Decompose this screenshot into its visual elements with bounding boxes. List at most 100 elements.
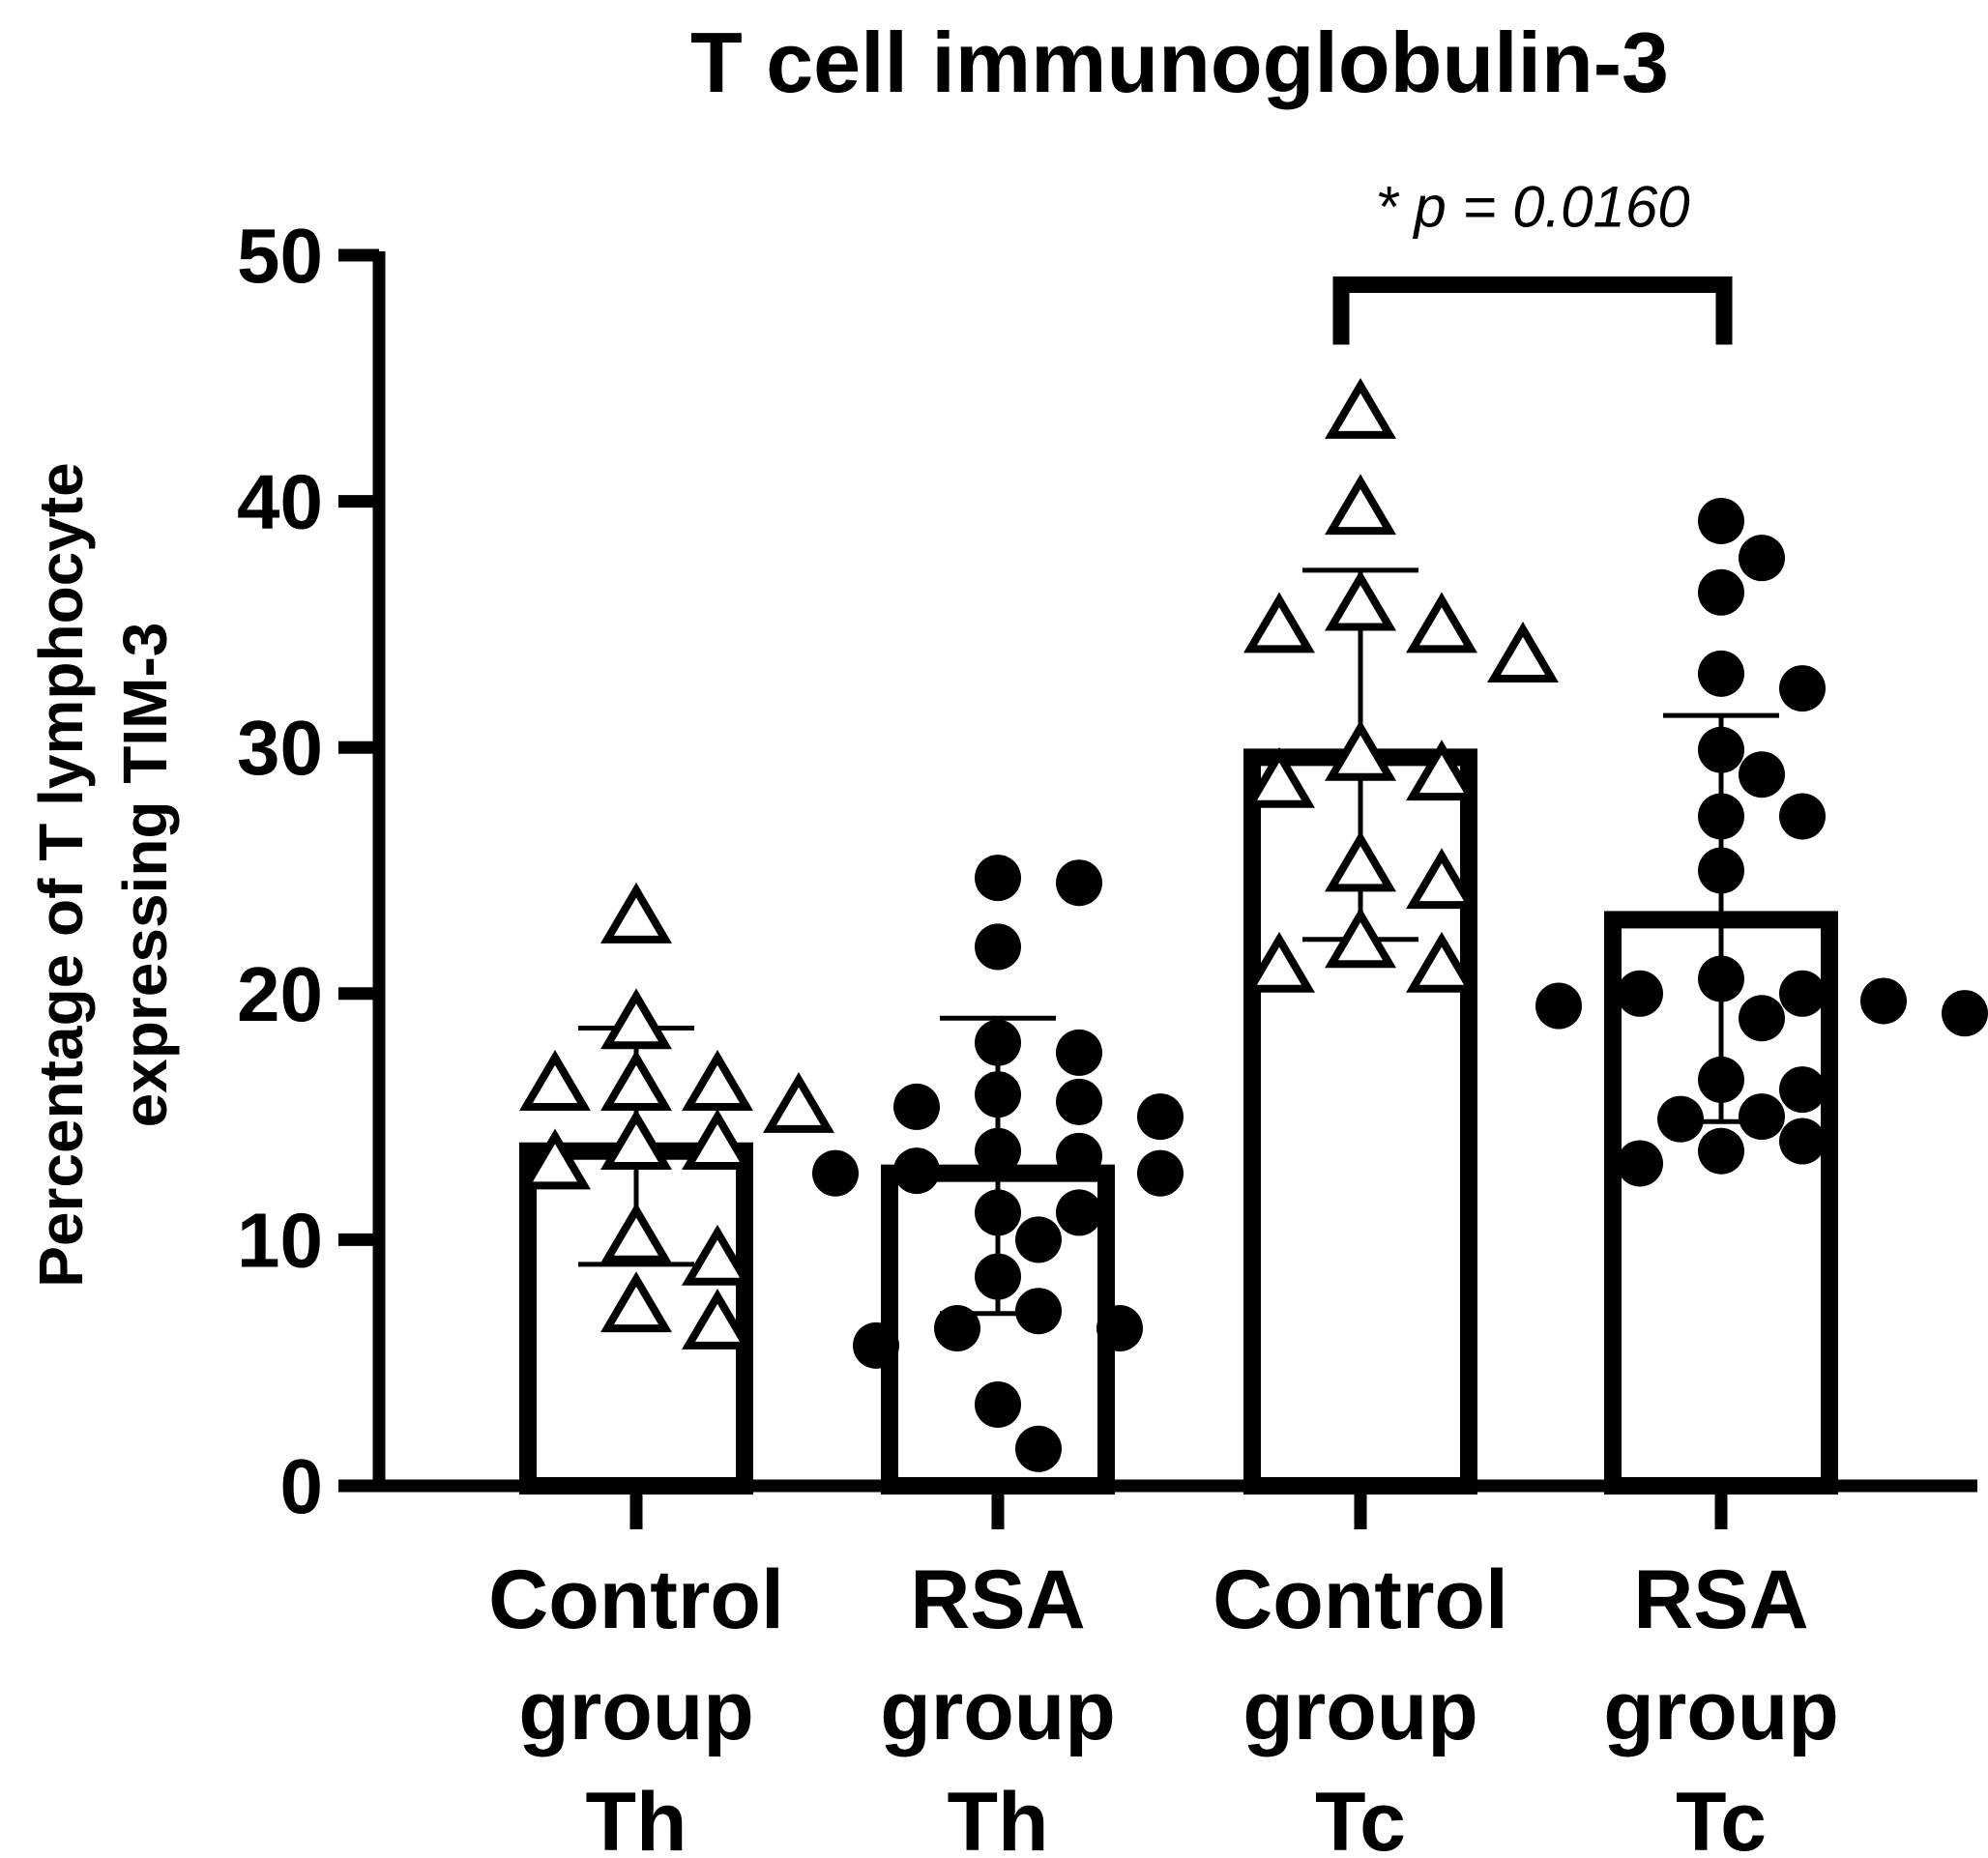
error-bars xyxy=(578,567,1779,1317)
x-tick-label: group xyxy=(1603,1665,1839,1757)
data-point xyxy=(1617,970,1663,1017)
data-point xyxy=(1779,665,1826,712)
significance-bracket xyxy=(1332,276,1733,345)
data-point xyxy=(1325,474,1396,536)
data-point xyxy=(1698,955,1744,1002)
data-point xyxy=(1243,592,1315,653)
data-point xyxy=(975,1127,1021,1175)
data-point xyxy=(975,1253,1021,1300)
data-point xyxy=(1942,990,1988,1037)
data-point xyxy=(519,1128,591,1190)
data-point xyxy=(1487,622,1559,682)
data-point xyxy=(1406,592,1477,653)
data-point xyxy=(1056,1132,1102,1179)
data-point xyxy=(1243,746,1315,808)
data-point xyxy=(1739,995,1785,1042)
data-point xyxy=(1325,830,1396,892)
p-value-label: * p = 0.0160 xyxy=(1375,175,1689,240)
chart-title: T cell immunoglobulin-3 xyxy=(690,15,1669,110)
data-point xyxy=(893,1083,940,1130)
data-point xyxy=(1779,970,1826,1017)
x-tick-labels: Control group Th RSA group Th Control group Tc RS… xyxy=(488,1553,1839,1858)
data-point xyxy=(1779,1118,1826,1165)
data-point xyxy=(1096,1305,1143,1352)
data-point xyxy=(682,1289,753,1350)
data-point xyxy=(975,855,1021,902)
data-point xyxy=(1325,569,1396,631)
x-tick-label: group xyxy=(1242,1665,1478,1757)
data-point xyxy=(1325,378,1396,439)
data-point xyxy=(1325,719,1396,781)
data-point xyxy=(1698,568,1744,616)
y-axis-label-line1: Percentage of T lymphocyte xyxy=(26,462,96,1288)
x-tick-label: RSA xyxy=(1633,1553,1809,1646)
x-tick-label: group xyxy=(518,1665,754,1757)
data-point xyxy=(600,988,672,1050)
data-point xyxy=(853,1321,899,1369)
data-point xyxy=(1015,1425,1062,1472)
data-point xyxy=(1698,793,1744,840)
data-point xyxy=(1657,1095,1704,1143)
data-points xyxy=(519,378,1988,1472)
data-point xyxy=(1406,848,1477,910)
x-tick-label: RSA xyxy=(910,1553,1086,1646)
significance-annotation: * p = 0.0160 xyxy=(1332,175,1733,345)
data-point xyxy=(1056,1078,1102,1125)
x-tick-label: Control xyxy=(1213,1553,1508,1646)
data-point xyxy=(893,1147,940,1195)
y-tick-label: 0 xyxy=(280,1443,324,1529)
data-point xyxy=(1056,1189,1102,1236)
data-point xyxy=(1617,1140,1663,1187)
data-point xyxy=(682,1050,753,1111)
data-point xyxy=(975,1071,1021,1118)
x-tick-label: group xyxy=(880,1665,1116,1757)
data-point xyxy=(763,1071,834,1133)
data-point xyxy=(1739,535,1785,582)
data-point xyxy=(1698,497,1744,544)
data-point xyxy=(1015,1216,1062,1263)
x-tick-label: Control xyxy=(488,1553,784,1646)
data-point xyxy=(1406,931,1477,993)
data-point xyxy=(1056,1029,1102,1076)
data-point xyxy=(600,1050,672,1111)
y-ticks: 0 10 20 30 40 50 xyxy=(237,213,379,1529)
data-point xyxy=(1739,751,1785,798)
data-point xyxy=(600,1109,672,1171)
data-point xyxy=(1779,793,1826,840)
data-point xyxy=(600,882,672,944)
y-tick-label: 30 xyxy=(237,705,323,791)
data-point xyxy=(1406,740,1477,801)
data-point xyxy=(1698,650,1744,697)
data-point xyxy=(975,1019,1021,1066)
data-point xyxy=(1860,977,1907,1025)
data-point xyxy=(519,1050,591,1111)
x-tick-label: Th xyxy=(585,1776,687,1858)
y-tick-label: 10 xyxy=(237,1197,323,1283)
data-point xyxy=(975,1189,1021,1236)
data-point xyxy=(975,1380,1021,1428)
data-point xyxy=(1056,859,1102,907)
data-point xyxy=(682,1224,753,1286)
y-axis-label-line2: expressing TIM-3 xyxy=(110,623,180,1128)
data-point xyxy=(1015,1288,1062,1335)
y-tick-label: 20 xyxy=(237,951,323,1037)
data-point xyxy=(1698,726,1744,773)
data-point xyxy=(1137,1149,1184,1197)
y-axis-label: Percentage of T lymphocyte expressing TI… xyxy=(26,462,180,1288)
data-point xyxy=(1739,1093,1785,1141)
y-tick-label: 40 xyxy=(237,459,323,545)
data-point xyxy=(682,1109,753,1171)
data-point xyxy=(1535,982,1582,1030)
y-tick-label: 50 xyxy=(237,213,323,299)
data-point xyxy=(1243,931,1315,993)
x-tick-label: Tc xyxy=(1676,1776,1767,1858)
data-point xyxy=(934,1305,980,1352)
data-point xyxy=(1137,1093,1184,1141)
data-point xyxy=(600,1271,672,1333)
data-point xyxy=(975,923,1021,971)
x-tick-label: Th xyxy=(947,1776,1048,1858)
data-point xyxy=(1698,847,1744,894)
data-point xyxy=(1325,907,1396,969)
